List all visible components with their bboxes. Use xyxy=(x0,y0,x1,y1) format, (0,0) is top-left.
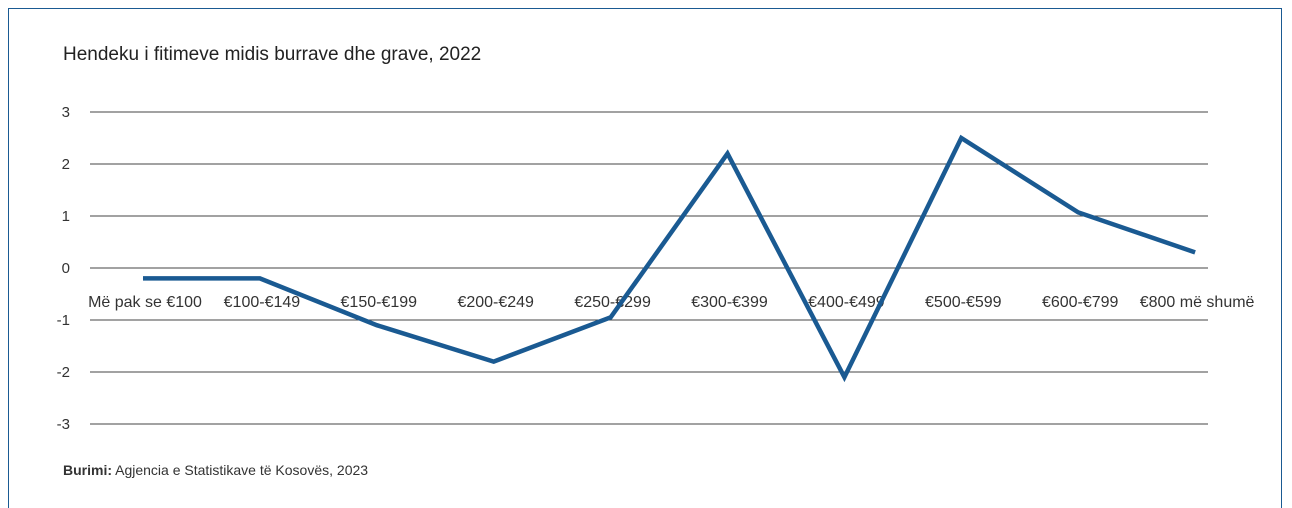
x-category-label: €200-€249 xyxy=(457,294,534,311)
y-tick-label: 2 xyxy=(62,156,70,173)
x-category-label: €500-€599 xyxy=(925,294,1002,311)
chart-title: Hendeku i fitimeve midis burrave dhe gra… xyxy=(63,44,482,65)
source-label: Burimi: xyxy=(63,462,112,478)
y-tick-label: 3 xyxy=(62,104,70,121)
y-tick-label: -1 xyxy=(57,312,70,329)
x-category-label: €400-€499 xyxy=(808,294,885,311)
series-line xyxy=(143,134,1196,383)
x-category-label: €600-€799 xyxy=(1042,294,1119,311)
y-tick-label: -3 xyxy=(57,416,70,433)
chart-frame xyxy=(8,8,1282,508)
y-tick-label: -2 xyxy=(57,364,70,381)
source-note: Burimi: Agjencia e Statistikave të Kosov… xyxy=(63,462,368,478)
x-category-label: €800 më shumë xyxy=(1140,294,1255,311)
x-category-label: €300-€399 xyxy=(691,294,768,311)
x-category-label: €250-€299 xyxy=(574,294,651,311)
x-category-label: Më pak se €100 xyxy=(88,294,202,311)
source-text: Agjencia e Statistikave të Kosovës, 2023 xyxy=(112,462,369,478)
y-tick-label: 0 xyxy=(62,260,70,277)
x-category-label: €150-€199 xyxy=(341,294,418,311)
x-category-label: €100-€149 xyxy=(224,294,301,311)
y-tick-label: 1 xyxy=(62,208,70,225)
